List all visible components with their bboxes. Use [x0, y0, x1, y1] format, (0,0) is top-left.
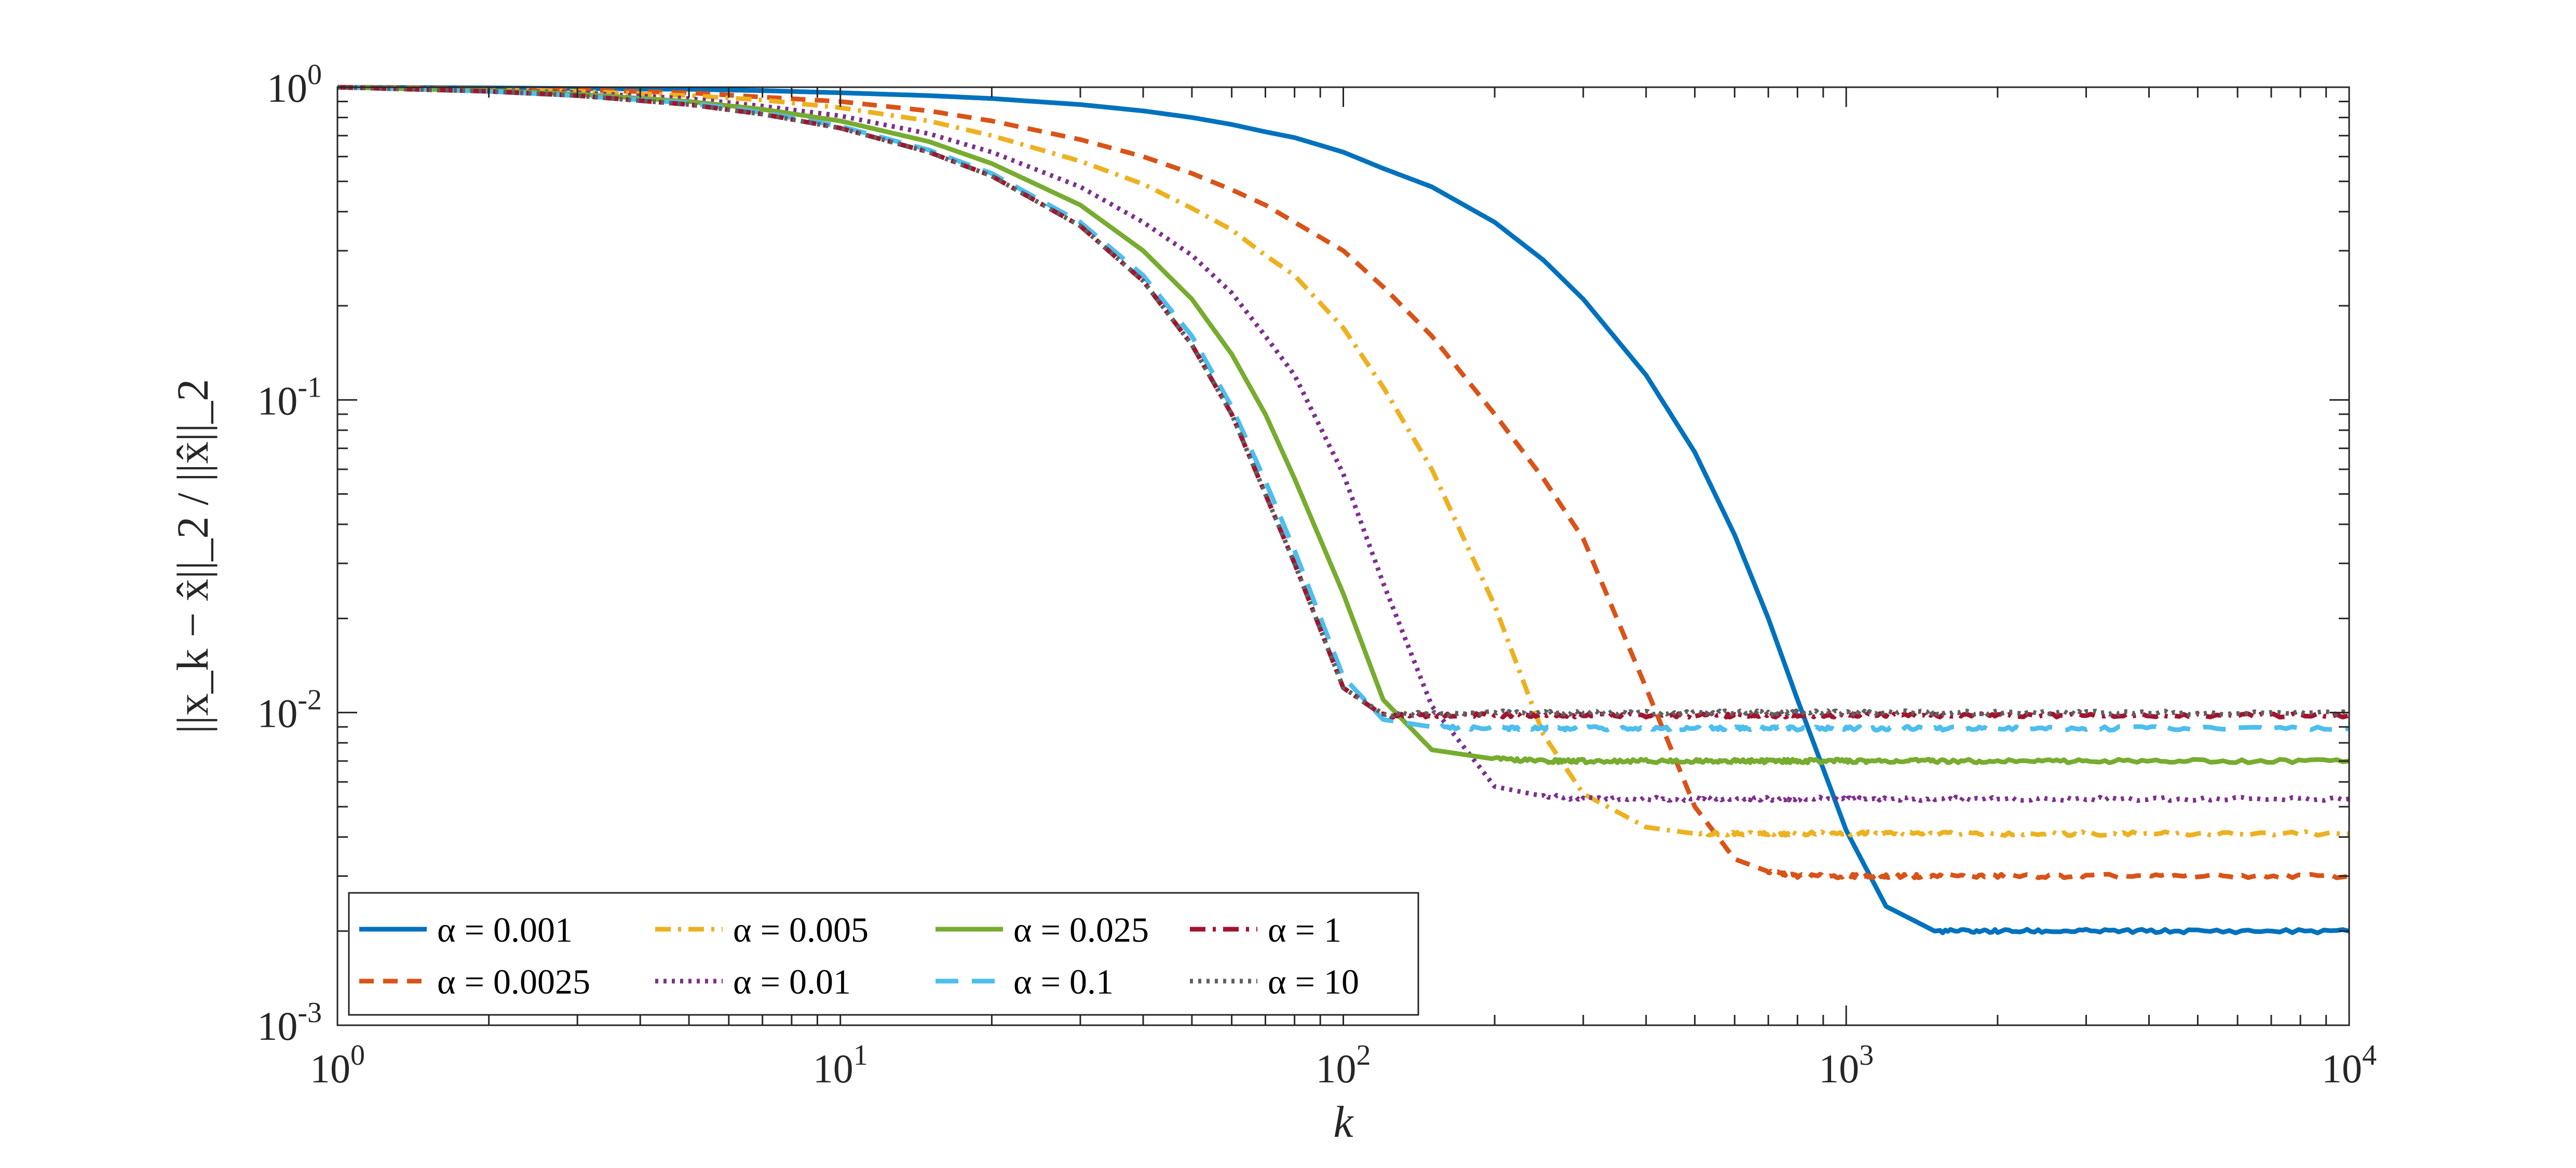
- x-tick-label: 101: [813, 1039, 868, 1091]
- legend-label: α = 1: [1268, 910, 1341, 949]
- legend-label: α = 0.1: [1013, 962, 1114, 1001]
- legend-label: α = 0.025: [1013, 910, 1149, 949]
- series-line-7: [337, 85, 2349, 720]
- x-axis-label: k: [1333, 1097, 1354, 1147]
- legend: α = 0.001 α = 0.0025 α = 0.005 α = 0.01 α = …: [348, 892, 1419, 1016]
- series-line-4: [337, 85, 2349, 803]
- series-line-1: [337, 85, 2349, 935]
- legend-label: α = 0.005: [733, 910, 869, 949]
- legend-label: α = 0.001: [437, 910, 573, 949]
- tick-labels: 100 101 102 103 104 10-3 10-2 10-1 100: [257, 59, 2377, 1091]
- y-tick-label: 10-2: [257, 684, 322, 736]
- legend-label: α = 0.01: [733, 962, 851, 1001]
- series-layer: [337, 85, 2349, 935]
- legend-label: α = 0.0025: [437, 962, 590, 1001]
- x-tick-label: 104: [2322, 1039, 2377, 1091]
- series-line-6: [337, 85, 2349, 733]
- y-axis-label: ||x_k − x̂||_2 / ||x̂||_2: [168, 379, 218, 734]
- legend-label: α = 10: [1268, 962, 1359, 1001]
- axes-layer: [336, 86, 2350, 1026]
- y-tick-label: 10-1: [257, 371, 322, 423]
- x-tick-label: 103: [1819, 1039, 1874, 1091]
- x-tick-label: 102: [1316, 1039, 1371, 1091]
- x-tick-label: 100: [310, 1039, 365, 1091]
- y-tick-label: 10-3: [257, 997, 322, 1049]
- legend-box: [348, 892, 1419, 1016]
- y-tick-label: 100: [267, 59, 322, 111]
- svg-text:||x_k − x̂||_2 / ||x̂||_2: ||x_k − x̂||_2 / ||x̂||_2: [168, 379, 218, 734]
